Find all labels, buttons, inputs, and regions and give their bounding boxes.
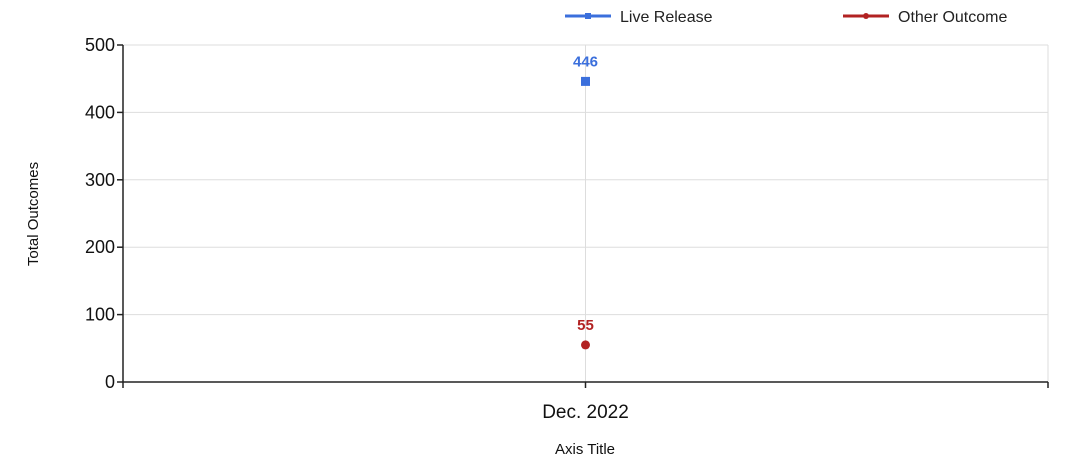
y-tick-label: 400	[85, 102, 115, 122]
legend-label: Live Release	[620, 9, 713, 26]
data-label: 446	[573, 53, 598, 70]
legend-marker	[863, 13, 869, 19]
y-tick-label: 500	[85, 35, 115, 55]
legend: Live Release Other Outcome	[565, 9, 1007, 26]
y-tick-label: 100	[85, 305, 115, 325]
axes: 0 100 200 300 400 500 Dec. 2022	[85, 35, 1049, 423]
y-tick-label: 300	[85, 170, 115, 190]
y-tick-label: 200	[85, 237, 115, 257]
x-axis-title: Axis Title	[555, 441, 615, 458]
series-other-outcome	[581, 340, 590, 350]
data-label: 55	[577, 317, 594, 334]
x-tick-label: Dec. 2022	[542, 402, 629, 423]
legend-label: Other Outcome	[898, 9, 1007, 26]
data-point	[581, 340, 590, 350]
data-point	[581, 76, 590, 86]
series-layer	[581, 76, 590, 350]
legend-item: Other Outcome	[843, 9, 1007, 26]
legend-item: Live Release	[565, 9, 713, 26]
y-tick-label: 0	[105, 372, 115, 392]
data-labels: 446 55	[573, 53, 598, 334]
series-live-release	[581, 76, 590, 86]
grid-lines	[123, 44, 1049, 382]
legend-marker	[585, 13, 591, 19]
y-axis-title: Total Outcomes	[25, 162, 42, 266]
